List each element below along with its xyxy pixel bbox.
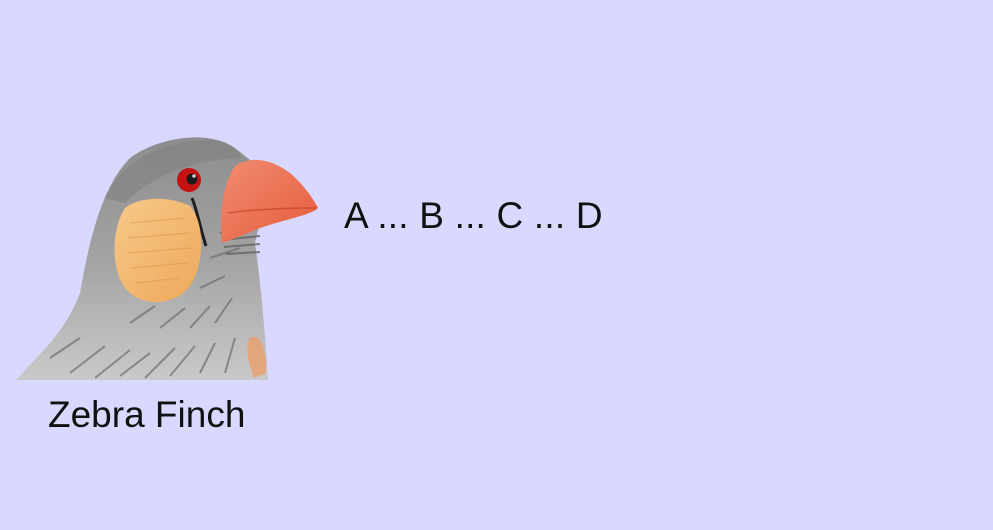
crown-shading <box>105 140 242 203</box>
chest-feather-strokes <box>49 247 241 379</box>
zebra-finch-illustration <box>10 128 330 388</box>
zebra-finch-drawing <box>16 137 318 380</box>
cheek-texture <box>127 217 193 284</box>
flank-spot <box>247 337 267 378</box>
eye-highlight <box>192 174 196 178</box>
beak <box>221 159 318 243</box>
species-caption: Zebra Finch <box>48 394 246 435</box>
beak-gape-line <box>227 207 317 214</box>
pupil <box>186 173 198 185</box>
sequence-label: A ... B ... C ... D <box>344 195 603 236</box>
tear-stripe <box>190 197 208 247</box>
